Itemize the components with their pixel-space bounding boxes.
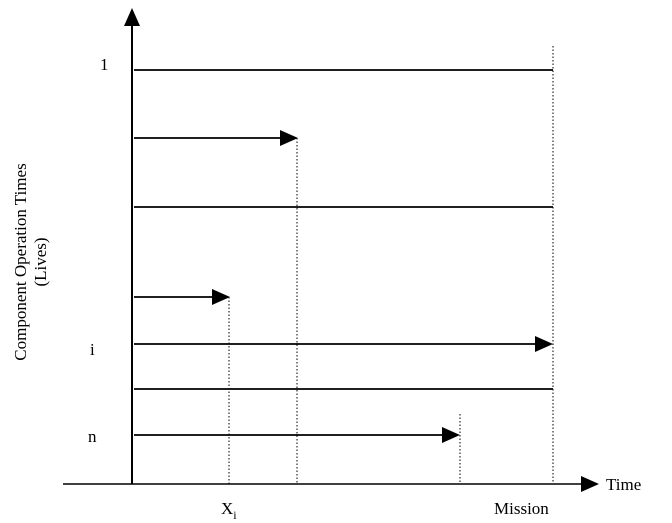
x-tick-xi: Xi xyxy=(221,499,237,522)
y-axis-label-line2: (Lives) xyxy=(31,237,50,286)
life-arrow-n-head-icon xyxy=(442,427,460,443)
life-arrow-2-head-icon xyxy=(280,130,298,146)
x-axis-label: Time xyxy=(606,475,641,494)
life-arrow-4-head-icon xyxy=(212,289,230,305)
life-arrow-i-head-icon xyxy=(535,336,553,352)
y-axis-arrow-icon xyxy=(124,8,140,26)
row-label-n: n xyxy=(88,427,97,446)
y-axis-label: Component Operation Times (Lives) xyxy=(11,163,50,360)
row-label-1: 1 xyxy=(100,55,109,74)
row-label-i: i xyxy=(90,340,95,359)
x-axis-arrow-icon xyxy=(581,476,599,492)
x-tick-mission: Mission xyxy=(494,499,549,518)
x-tick-xi-sub: i xyxy=(233,508,237,522)
y-axis-label-line1: Component Operation Times xyxy=(11,163,30,360)
x-tick-xi-base: X xyxy=(221,499,233,518)
